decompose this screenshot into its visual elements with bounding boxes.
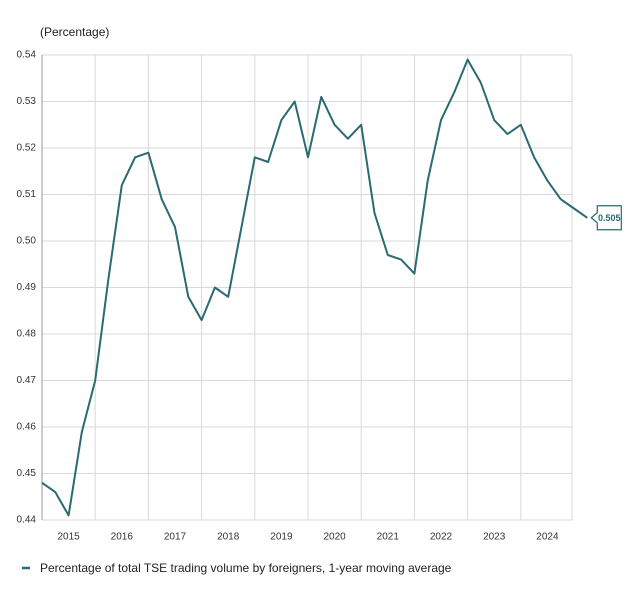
y-tick-label: 0.46 xyxy=(17,422,37,433)
y-tick-label: 0.48 xyxy=(17,329,37,340)
y-tick-label: 0.54 xyxy=(17,50,37,61)
x-tick-label: 2020 xyxy=(323,532,346,543)
x-tick-label: 2016 xyxy=(111,532,134,543)
data-line xyxy=(41,58,588,517)
y-tick-label: 0.53 xyxy=(17,96,37,107)
y-tick-label: 0.49 xyxy=(17,282,37,293)
x-tick-label: 2018 xyxy=(217,532,240,543)
y-tick-label: 0.47 xyxy=(17,375,37,386)
y-tick-label: 0.45 xyxy=(17,468,37,479)
x-tick-label: 2022 xyxy=(430,532,453,543)
x-tick-label: 2024 xyxy=(536,532,559,543)
y-tick-label: 0.52 xyxy=(17,143,37,154)
value-label: 0.505 xyxy=(598,213,621,223)
x-tick-label: 2023 xyxy=(483,532,506,543)
x-tick-label: 2019 xyxy=(270,532,293,543)
value-label-box xyxy=(590,205,622,231)
y-tick-label: 0.50 xyxy=(17,236,37,247)
y-axis-label: (Percentage) xyxy=(40,25,109,39)
x-tick-label: 2021 xyxy=(377,532,400,543)
y-tick-label: 0.44 xyxy=(17,515,37,526)
x-tick-label: 2017 xyxy=(164,532,187,543)
legend-label: Percentage of total TSE trading volume b… xyxy=(40,561,452,575)
y-tick-label: 0.51 xyxy=(17,189,37,200)
x-tick-label: 2015 xyxy=(57,532,80,543)
